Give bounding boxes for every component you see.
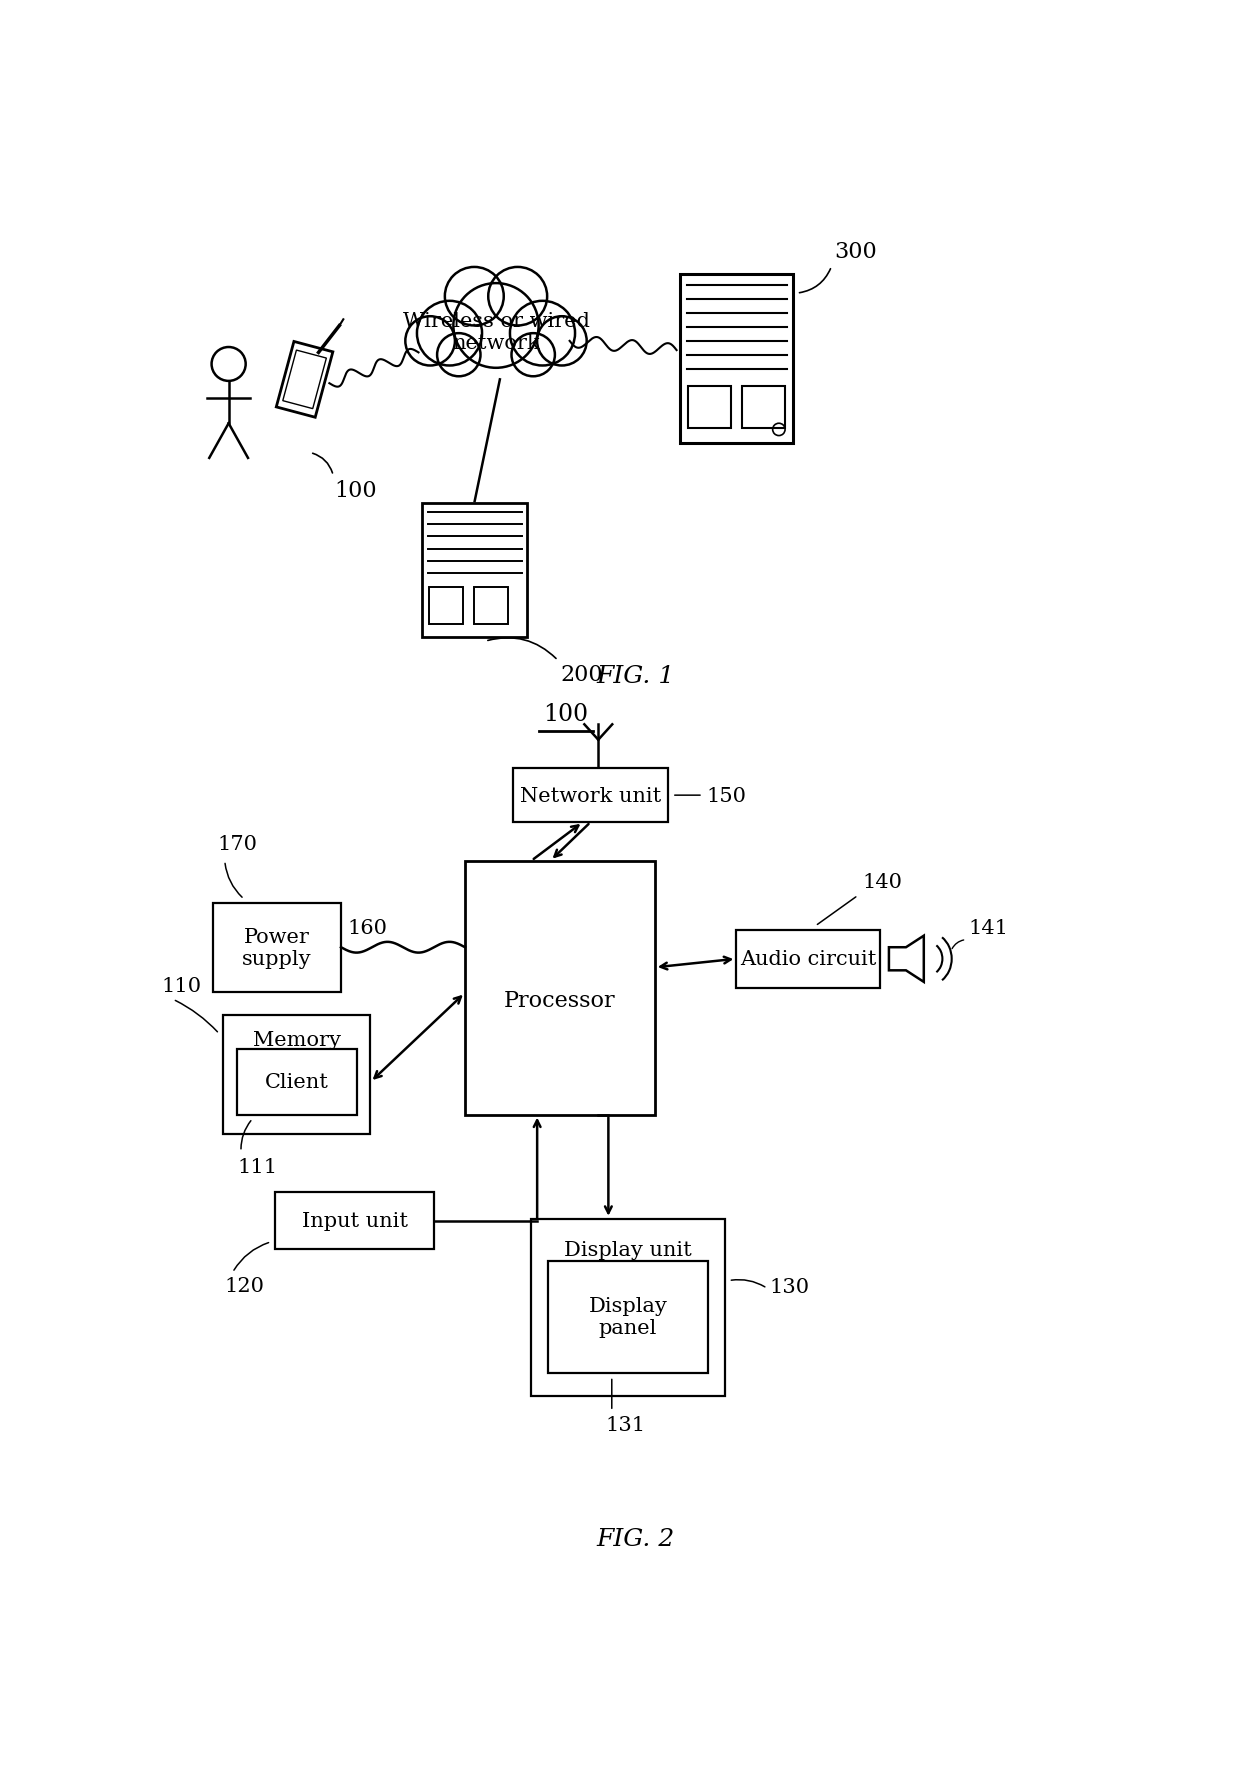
Circle shape: [512, 335, 556, 377]
Circle shape: [454, 284, 538, 369]
Text: 200: 200: [560, 664, 603, 685]
Polygon shape: [283, 351, 326, 410]
FancyBboxPatch shape: [223, 1014, 371, 1134]
Polygon shape: [889, 936, 924, 982]
Text: 160: 160: [347, 920, 387, 937]
Polygon shape: [277, 342, 332, 419]
Text: Display
panel: Display panel: [588, 1297, 667, 1338]
FancyBboxPatch shape: [474, 589, 508, 624]
Text: Display unit: Display unit: [564, 1240, 692, 1259]
Text: Network unit: Network unit: [520, 785, 661, 805]
Circle shape: [445, 268, 503, 326]
Text: Power
supply: Power supply: [242, 927, 312, 968]
FancyBboxPatch shape: [423, 503, 527, 639]
Circle shape: [436, 335, 481, 377]
FancyBboxPatch shape: [681, 276, 792, 444]
Text: FIG. 2: FIG. 2: [596, 1526, 675, 1549]
FancyBboxPatch shape: [429, 589, 464, 624]
Text: 140: 140: [862, 873, 901, 893]
FancyBboxPatch shape: [548, 1261, 708, 1372]
Text: 170: 170: [217, 834, 257, 853]
FancyBboxPatch shape: [513, 769, 668, 823]
FancyBboxPatch shape: [237, 1050, 357, 1115]
Text: 111: 111: [237, 1157, 278, 1177]
Text: 100: 100: [335, 479, 377, 503]
Text: 300: 300: [833, 242, 877, 263]
FancyBboxPatch shape: [531, 1218, 724, 1395]
FancyBboxPatch shape: [213, 903, 341, 991]
Text: 131: 131: [605, 1415, 646, 1435]
Text: Wireless or wired
network: Wireless or wired network: [403, 311, 589, 352]
FancyBboxPatch shape: [688, 386, 730, 429]
Circle shape: [537, 317, 587, 367]
Text: FIG. 1: FIG. 1: [596, 666, 675, 689]
Text: 120: 120: [224, 1277, 265, 1295]
Text: 100: 100: [543, 703, 588, 726]
Circle shape: [510, 302, 575, 367]
Text: 150: 150: [707, 785, 746, 805]
Text: Audio circuit: Audio circuit: [740, 950, 877, 968]
FancyBboxPatch shape: [743, 386, 785, 429]
Text: 110: 110: [161, 977, 201, 996]
FancyBboxPatch shape: [737, 930, 879, 988]
Circle shape: [417, 302, 482, 367]
Text: 130: 130: [770, 1277, 810, 1297]
Text: Input unit: Input unit: [301, 1211, 408, 1231]
Text: Processor: Processor: [505, 989, 616, 1013]
FancyBboxPatch shape: [275, 1191, 434, 1251]
Text: Memory: Memory: [253, 1030, 341, 1050]
Circle shape: [489, 268, 547, 326]
FancyBboxPatch shape: [465, 861, 655, 1115]
Text: Client: Client: [265, 1073, 329, 1091]
Circle shape: [405, 317, 455, 367]
Text: 141: 141: [968, 920, 1009, 937]
